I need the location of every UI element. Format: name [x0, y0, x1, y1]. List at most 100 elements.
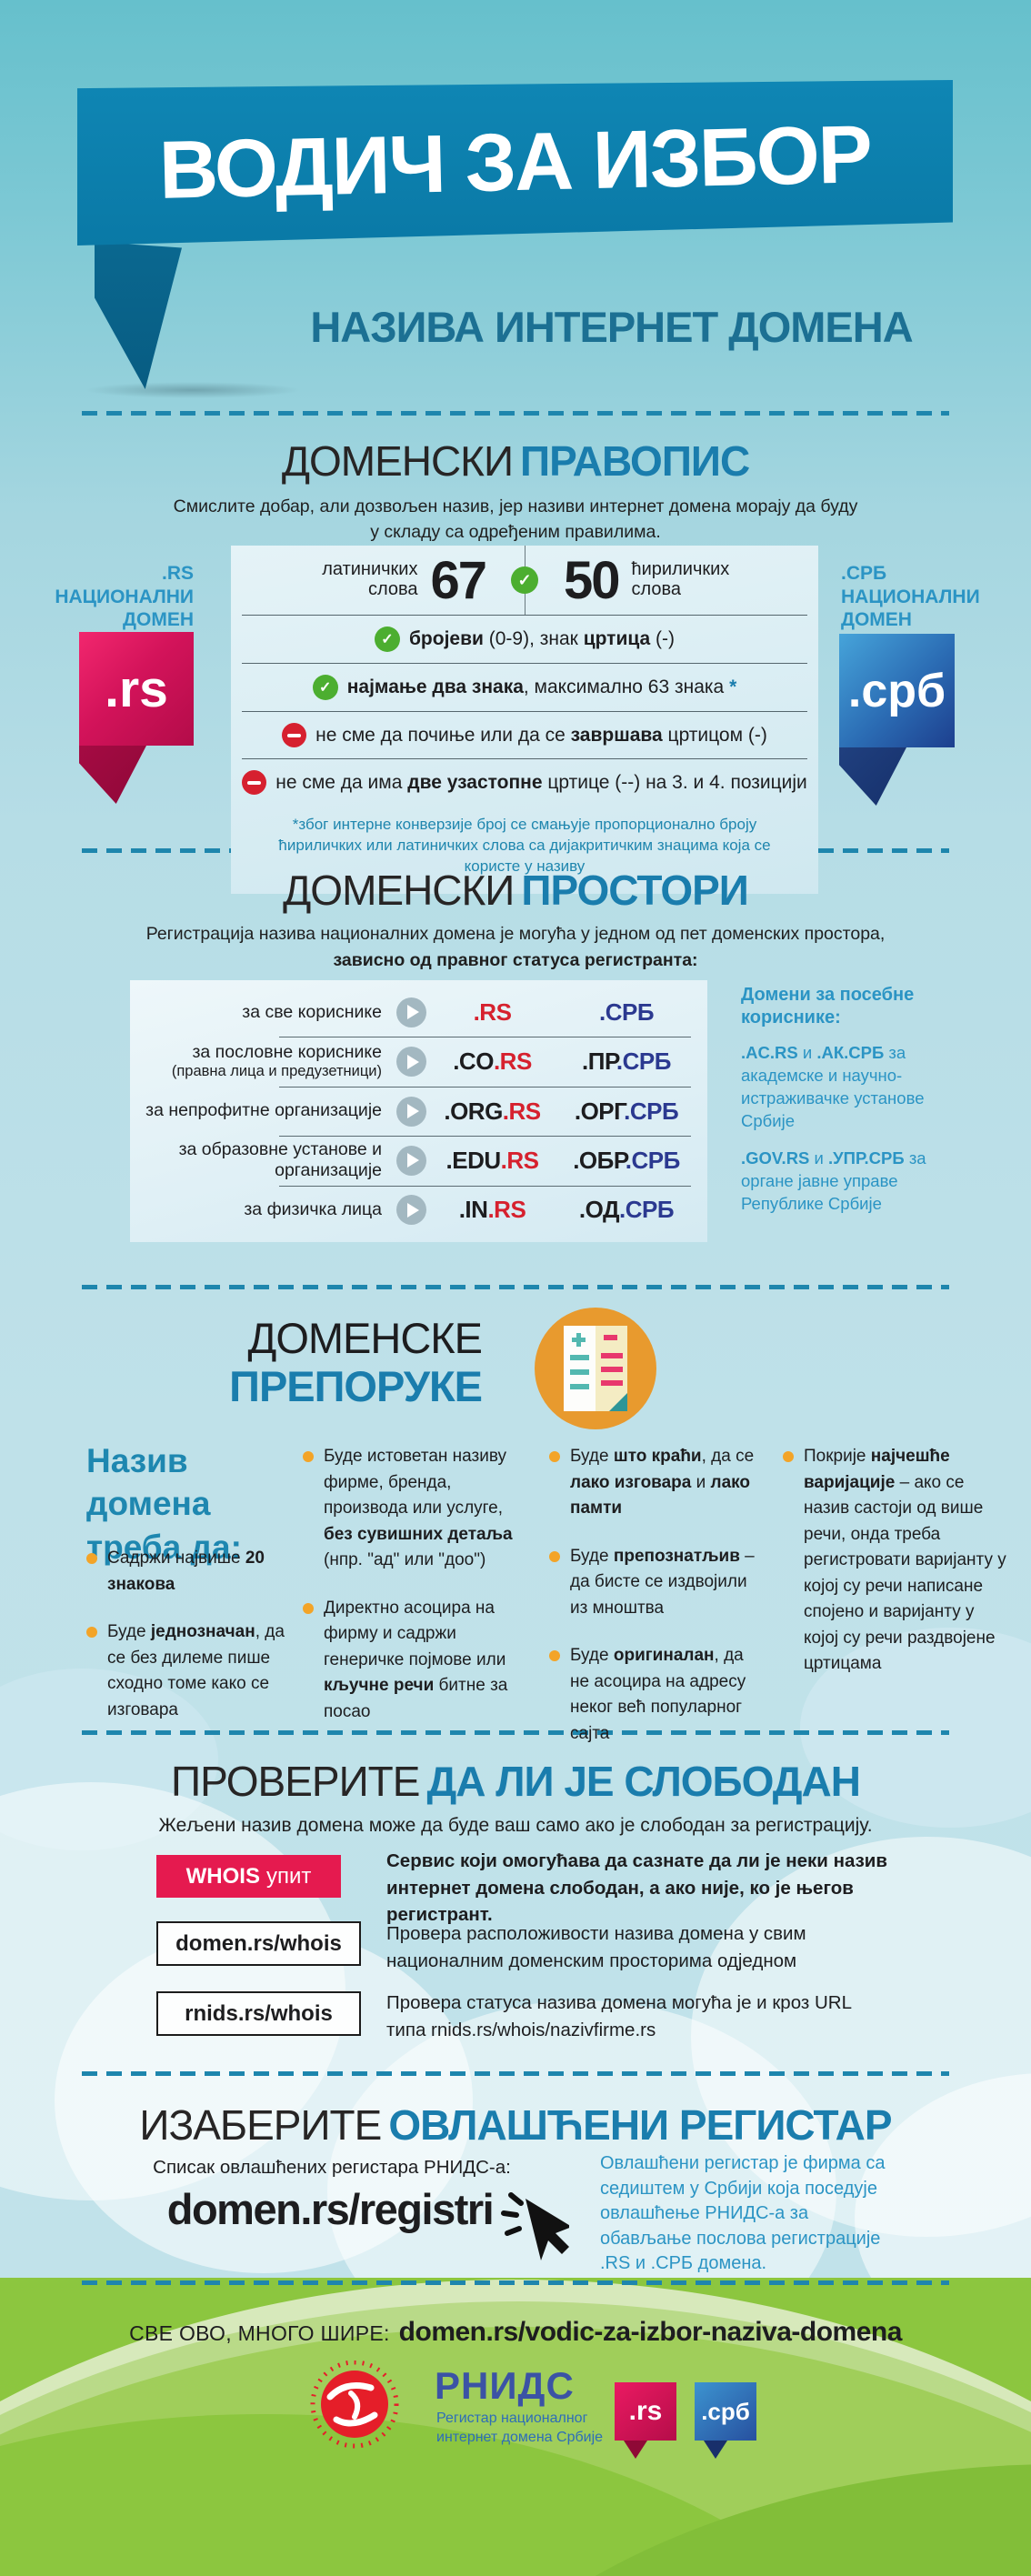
whois-description: Сервис који омогућава да сазнате да ли ј…: [386, 1850, 888, 1926]
arrow-right-icon: [396, 997, 426, 1027]
row-separator: [504, 546, 546, 615]
banner-ribbon-fold: [95, 242, 182, 389]
rs-domain: .RS: [473, 997, 512, 1026]
forbidden-icon: [282, 723, 307, 747]
rule-row: бројеви (0-9), знак цртица (-): [242, 615, 807, 663]
check-icon: [374, 626, 400, 652]
recommendation-column: Буде истоветан називу фирме, бренда, про…: [303, 1444, 524, 1747]
rs-domain: .RS: [493, 1047, 532, 1076]
registrar-note: Овлашћени регистар је фирма са седиштем …: [600, 2153, 886, 2274]
table-row: за све кориснике .RS .СРБ: [143, 987, 695, 1037]
list-item: Буде оригиналан, да не асоцира на адресу…: [549, 1643, 766, 1747]
footer-hills: [0, 2278, 1031, 2576]
pravopis-intro: Смислите добар, али дозвољен назив, јер …: [173, 496, 858, 543]
cyrillic-letters-label: ћириличких слова: [631, 559, 730, 599]
row-label: за образовне установе и организације: [178, 1139, 382, 1181]
rule-text: не сме да почиње или да се завршава црти…: [315, 724, 767, 746]
row-label: за непрофитне организације: [145, 1100, 382, 1121]
list-item: Буде препознатљив – да бисте се издвојил…: [549, 1544, 766, 1622]
table-row: за физичка лица .IN.RS .ОД.СРБ: [143, 1185, 695, 1235]
registri-url[interactable]: domen.rs/registri: [166, 2185, 495, 2233]
rnids-brand-subtitle: Регистар националног интернет домена Срб…: [436, 2411, 604, 2445]
dashed-divider: [82, 411, 949, 416]
recommendation-column: Покрије најчешће варијације – ако се наз…: [783, 1444, 1008, 1699]
rs-domain: .RS: [500, 1146, 539, 1174]
dashed-divider: [82, 1730, 949, 1735]
rs-domain: .RS: [487, 1196, 526, 1224]
row-sublabel: (правна лица и предузетници): [171, 1063, 382, 1080]
latin-letters-label: латиничких слова: [322, 559, 418, 599]
rule-text: не сме да има две узастопне цртице (--) …: [275, 771, 807, 793]
srb-domain: .СРБ: [616, 1047, 672, 1076]
rule-row: не сме да почиње или да се завршава црти…: [242, 711, 807, 758]
forbidden-icon: [242, 770, 267, 795]
rule-row: не сме да има две узастопне цртице (--) …: [242, 758, 807, 806]
srb-domain: .СРБ: [598, 997, 655, 1026]
dashed-divider: [82, 1285, 949, 1289]
document-badge-icon: [535, 1308, 656, 1429]
list-item: Буде једнозначан, да се без дилеме пише …: [86, 1619, 300, 1723]
bullet-icon: [783, 1451, 794, 1462]
list-item: Директно асоцира на фирму и садржи генер…: [303, 1596, 524, 1726]
arrow-right-icon: [396, 1195, 426, 1226]
arrow-right-icon: [396, 1096, 426, 1127]
recommendation-column: Садржи највише 20 знакова Буде једнознач…: [86, 1546, 300, 1745]
cursor-click-icon: [501, 2192, 569, 2260]
rs-domain: .RS: [502, 1097, 541, 1125]
srb-domain: .СРБ: [619, 1196, 675, 1224]
banner-ribbon: ВОДИЧ ЗА ИЗБОР: [77, 80, 953, 246]
prostori-intro: Регистрација назива националних домена ј…: [145, 924, 886, 944]
table-row: за пословне кориснике (правна лица и пред…: [143, 1037, 695, 1086]
table-row: за непрофитне организације .ORG.RS .ОРГ.…: [143, 1086, 695, 1136]
domen-whois-description: Провера расположивости назива домена у с…: [386, 1923, 806, 1971]
cloud-shape: [800, 1628, 1031, 1828]
page-title: ВОДИЧ ЗА ИЗБОР: [158, 108, 872, 216]
special-domains-sidebar: Домени за посебне кориснике: .AC.RS и .А…: [741, 984, 948, 1230]
arrow-right-icon: [396, 1145, 426, 1176]
rs-national-domain-label: .RS НАЦИОНАЛНИ ДОМЕН: [55, 563, 194, 631]
srb-tag-ribbon: .срб: [695, 2382, 756, 2441]
list-item: Буде што краћи, да се лако изговара и ла…: [549, 1444, 766, 1522]
row-label: за пословне кориснике: [192, 1042, 382, 1063]
srb-domain: .СРБ: [625, 1146, 681, 1174]
section-title-izaberite: ИЗАБЕРИТЕ ОВЛАШЋЕНИ РЕГИСТАР: [139, 2101, 892, 2149]
prostori-intro-bold: зависно од правног статуса регистранта:: [333, 950, 698, 970]
dashed-divider: [82, 2071, 949, 2076]
rnids-whois-link[interactable]: rnids.rs/whois: [156, 1991, 361, 2036]
check-icon: [511, 566, 538, 594]
sidebar-paragraph: .GOV.RS и .УПР.СРБ за органе јавне управ…: [741, 1148, 926, 1213]
bullet-icon: [303, 1451, 314, 1462]
rule-text: бројеви (0-9), знак цртица (-): [408, 628, 676, 649]
domain-spaces-table: за све кориснике .RS .СРБ за пословне ко…: [130, 980, 707, 1242]
rs-ribbon: .rs: [79, 632, 194, 746]
bullet-icon: [303, 1602, 314, 1614]
title-thin: ДОМЕНСКИ: [281, 437, 514, 485]
bullet-icon: [549, 1650, 560, 1661]
sidebar-title: Домени за посебне кориснике:: [741, 985, 915, 1027]
registrar-list-label: Списак овлашћених регистара РНИДС-а:: [153, 2157, 511, 2178]
rule-text: најмање два знака, максимално 63 знака *: [346, 677, 737, 697]
title-bold: ПРАВОПИС: [520, 437, 750, 485]
list-item: Садржи највише 20 знакова: [86, 1546, 300, 1598]
section-title-proverite: ПРОВЕРИТЕ ДА ЛИ ЈЕ СЛОБОДАН: [171, 1758, 861, 1805]
domen-whois-link[interactable]: domen.rs/whois: [156, 1921, 361, 1966]
pravopis-footnote: *због интерне конверзије број се смањује…: [278, 816, 771, 875]
bullet-icon: [86, 1627, 97, 1638]
footer-more-line: СВЕ ОВО, МНОГО ШИРЕ: domen.rs/vodic-za-iz…: [0, 2317, 1031, 2348]
banner-shadow: [84, 382, 302, 398]
rule-row: најмање два знака, максимално 63 знака *: [242, 663, 807, 711]
row-label: за физичка лица: [244, 1199, 382, 1220]
row-label: за све кориснике: [242, 1001, 382, 1022]
recommendations-header: Назив домена треба да:: [86, 1442, 242, 1566]
whois-query-button[interactable]: WHOIS упит: [156, 1855, 341, 1898]
rnids-logo-icon: [310, 2360, 399, 2449]
recommendation-column: Буде што краћи, да се лако изговара и ла…: [549, 1444, 766, 1769]
srb-ribbon: .срб: [839, 634, 955, 747]
srb-domain: .СРБ: [624, 1097, 679, 1125]
guide-url[interactable]: domen.rs/vodic-za-izbor-naziva-domena: [398, 2317, 903, 2347]
list-item: Покрије најчешће варијације – ако се наз…: [783, 1444, 1008, 1678]
page-subtitle: НАЗИВА ИНТЕРНЕТ ДОМЕНА: [310, 303, 913, 351]
arrow-right-icon: [396, 1047, 426, 1078]
list-item: Буде истоветан називу фирме, бренда, про…: [303, 1444, 524, 1574]
